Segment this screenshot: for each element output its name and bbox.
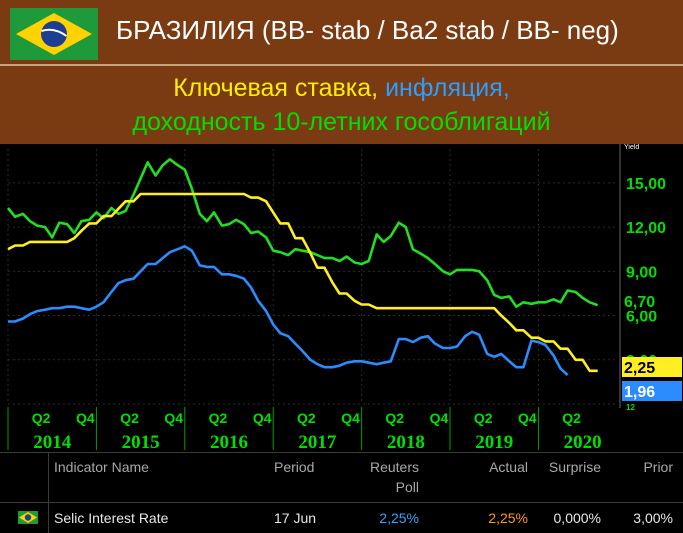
table-divider <box>0 452 683 453</box>
last-value-badge-0: 6,70 <box>622 291 682 311</box>
x-tick-year-label: 2019 <box>475 432 513 452</box>
column-header-indicator: Indicator Name <box>54 459 149 475</box>
subtitle-separator: , <box>371 74 379 102</box>
last-value-badge-1: 2,25 <box>622 357 682 377</box>
x-tick-year-label: 2016 <box>210 432 248 452</box>
x-tick-quarter-label: Q2 <box>32 410 51 426</box>
x-tick-quarter-label: Q4 <box>253 410 272 426</box>
table-row[interactable]: Selic Interest Rate 17 Jun 2,25% 2,25% 0… <box>0 503 683 533</box>
x-tick-year-label: 2014 <box>33 432 72 452</box>
x-tick-quarter-label: Q4 <box>430 410 449 426</box>
y-axis: 15,0012,009,006,003,0012Yield6,702,251,9… <box>619 144 682 412</box>
x-tick-quarter-label: Q2 <box>562 410 581 426</box>
table-divider <box>0 502 683 503</box>
subtitle-rate-label: Ключевая ставка <box>173 74 372 102</box>
table-divider <box>48 452 49 533</box>
x-tick-quarter-label: Q4 <box>518 410 537 426</box>
y-tick-label: 15,00 <box>626 176 666 193</box>
x-tick-year-label: 2015 <box>122 432 160 452</box>
column-header-actual: Actual <box>489 459 528 475</box>
x-tick-year-label: 2018 <box>387 432 425 452</box>
indicator-name: Selic Interest Rate <box>54 510 169 526</box>
last-value-label: 2,25 <box>624 360 655 377</box>
column-header-surprise: Surprise <box>548 459 601 475</box>
x-tick-year-label: 2017 <box>298 432 337 452</box>
x-tick-quarter-label: Q2 <box>209 410 228 426</box>
chart-grid <box>7 149 618 405</box>
column-header-reuters-poll: Reuters <box>369 459 419 475</box>
actual-value: 2,25% <box>488 510 528 526</box>
x-tick-quarter-label: Q4 <box>76 410 95 426</box>
subtitle-inflation-label: инфляция <box>385 74 503 102</box>
page-title: БРАЗИЛИЯ (BB- stab / Ba2 stab / BB- neg) <box>116 15 619 45</box>
subtitle-separator: , <box>502 74 510 102</box>
x-tick-quarter-label: Q4 <box>341 410 360 426</box>
chart-subtitle: Ключевая ставка, инфляция, доходность 10… <box>0 66 683 144</box>
column-header-period: Period <box>274 459 315 475</box>
subtitle-line-1: Ключевая ставка, инфляция, <box>0 74 683 103</box>
last-value-label: 1,96 <box>624 384 655 401</box>
poll-value: 2,25% <box>379 510 419 526</box>
period-value: 17 Jun <box>274 510 317 526</box>
prior-value: 3,00% <box>633 510 673 526</box>
x-tick-quarter-label: Q4 <box>164 410 183 426</box>
column-header-reuters-poll: Poll <box>395 479 419 495</box>
last-value-label: 6,70 <box>624 294 655 311</box>
indicator-table: Indicator Name Period Reuters Poll Actua… <box>0 452 683 533</box>
brazil-flag-icon <box>18 511 38 524</box>
y-tick-label: 12 <box>626 403 635 412</box>
title-bar: БРАЗИЛИЯ (BB- stab / Ba2 stab / BB- neg) <box>0 0 683 66</box>
y-tick-label: 6,00 <box>626 309 657 326</box>
series-line-1 <box>7 192 598 373</box>
x-tick-quarter-label: Q2 <box>385 410 404 426</box>
x-tick-quarter-label: Q2 <box>120 410 139 426</box>
column-header-prior: Prior <box>643 459 673 475</box>
series-line-2 <box>8 245 569 377</box>
brazil-flag-icon <box>10 8 98 60</box>
subtitle-yield-label: доходность 10-летних гособлигаций <box>132 108 551 136</box>
x-tick-year-label: 2020 <box>564 432 602 452</box>
surprise-value: 0,000% <box>553 510 601 526</box>
line-chart: 15,0012,009,006,003,0012Yield6,702,251,9… <box>0 144 683 452</box>
y-tick-label: 9,00 <box>626 264 657 281</box>
y-tick-label: 12,00 <box>626 220 666 237</box>
chart-series <box>6 158 599 377</box>
x-tick-quarter-label: Q2 <box>297 410 316 426</box>
last-value-badge-2: 1,96 <box>622 381 682 401</box>
y-axis-title: Yield <box>624 144 639 151</box>
x-tick-quarter-label: Q2 <box>474 410 493 426</box>
x-axis: Q2 Q4 Q2 Q4 Q2 Q4 Q2 Q4 Q2 Q4 Q2 Q4 Q2 2014 2015 2016 20… <box>7 407 602 452</box>
